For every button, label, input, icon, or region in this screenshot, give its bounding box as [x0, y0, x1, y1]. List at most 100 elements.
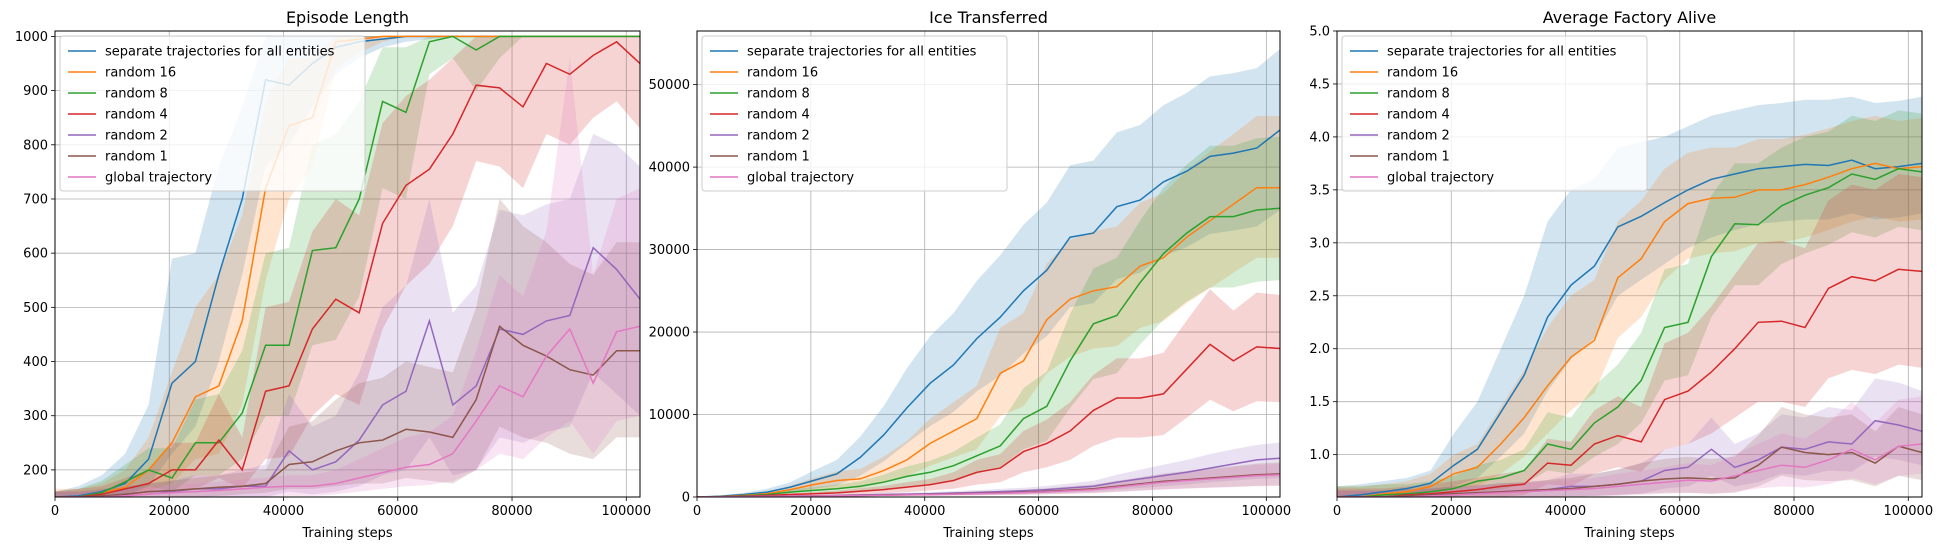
confidence-band-6 [1337, 396, 1922, 497]
legend-label-4: random 2 [1387, 129, 1450, 144]
series-line-3 [55, 40, 640, 497]
y-tick-label: 1000 [15, 30, 48, 45]
legend: separate trajectories for all entities ra… [701, 35, 1008, 192]
legend-label-2: random 8 [1387, 87, 1450, 102]
legend-label-1: random 16 [1387, 66, 1458, 81]
x-tick-label: 100000 [1883, 504, 1933, 519]
series-line-1 [1337, 162, 1922, 497]
x-tick-label: 40000 [1545, 504, 1586, 519]
confidence-band-5 [1337, 407, 1922, 497]
legend-label-6: global trajectory [1387, 171, 1494, 186]
confidence-band-1 [55, 36, 640, 497]
x-axis-label: Training steps [301, 526, 393, 541]
x-tick-label: 60000 [377, 504, 418, 519]
legend-label-0: separate trajectories for all entities [747, 45, 977, 60]
y-tick-label: 2.5 [1309, 289, 1330, 304]
legend-label-3: random 4 [105, 108, 168, 123]
confidence-band-6 [697, 463, 1280, 497]
legend-label-1: random 16 [105, 66, 176, 81]
series-line-6 [55, 325, 640, 497]
series-line-6 [697, 473, 1280, 497]
y-tick-label: 5.0 [1309, 25, 1330, 40]
y-tick-label: 500 [23, 301, 48, 316]
confidence-band-5 [55, 199, 640, 497]
confidence-band-2 [697, 136, 1280, 497]
legend: separate trajectories for all entities ra… [59, 35, 366, 192]
series-line-0 [697, 129, 1280, 497]
y-tick-label: 0 [682, 491, 690, 506]
y-tick-label: 40000 [649, 161, 690, 176]
y-tick-label: 2.0 [1309, 342, 1330, 357]
plot-area [55, 35, 640, 497]
legend-label-3: random 4 [1387, 108, 1450, 123]
series-line-3 [1337, 268, 1922, 497]
x-tick-label: 20000 [1431, 504, 1472, 519]
y-tick-label: 50000 [649, 78, 690, 93]
y-tick-label: 600 [23, 247, 48, 262]
legend-label-3: random 4 [747, 108, 810, 123]
x-axis-label: Training steps [1583, 526, 1675, 541]
y-tick-label: 3.5 [1309, 183, 1330, 198]
x-tick-label: 100000 [601, 504, 651, 519]
y-tick-label: 1.5 [1309, 395, 1330, 410]
y-tick-label: 200 [23, 463, 48, 478]
confidence-band-4 [1337, 378, 1922, 497]
x-tick-label: 80000 [491, 504, 532, 519]
plot-area [697, 49, 1280, 497]
legend-label-6: global trajectory [747, 171, 854, 186]
series-line-3 [697, 343, 1280, 497]
x-tick-label: 80000 [1773, 504, 1814, 519]
x-tick-label: 40000 [904, 504, 945, 519]
confidence-band-0 [55, 36, 640, 497]
y-tick-label: 300 [23, 409, 48, 424]
chart-panel-1: 0 20000 40000 60000 80000 100000 0 10000 20000 30… [649, 8, 1292, 541]
confidence-band-0 [1337, 96, 1922, 497]
legend-label-0: separate trajectories for all entities [1387, 45, 1617, 60]
legend: separate trajectories for all entities ra… [1341, 35, 1648, 192]
y-tick-label: 4.5 [1309, 77, 1330, 92]
y-tick-label: 700 [23, 192, 48, 207]
confidence-band-6 [55, 58, 640, 497]
x-tick-label: 0 [51, 504, 59, 519]
confidence-band-4 [697, 442, 1280, 497]
y-tick-label: 400 [23, 355, 48, 370]
legend-label-4: random 2 [105, 129, 168, 144]
y-tick-label: 10000 [649, 408, 690, 423]
legend-label-5: random 1 [105, 150, 168, 165]
y-tick-label: 900 [23, 84, 48, 99]
legend-label-1: random 16 [747, 66, 818, 81]
chart-title: Episode Length [286, 8, 409, 27]
series-line-0 [1337, 159, 1922, 497]
series-line-2 [697, 207, 1280, 497]
chart-panel-0: 0 20000 40000 60000 80000 100000 200 300 400 500 6… [15, 8, 651, 541]
legend-label-5: random 1 [747, 150, 810, 165]
chart-title: Ice Transferred [929, 8, 1048, 27]
legend-label-6: global trajectory [105, 171, 212, 186]
x-tick-label: 100000 [1242, 504, 1292, 519]
legend-label-2: random 8 [747, 87, 810, 102]
y-tick-label: 800 [23, 138, 48, 153]
confidence-band-2 [1337, 110, 1922, 497]
x-tick-label: 20000 [149, 504, 190, 519]
axes-frame [696, 30, 1281, 498]
confidence-band-1 [697, 116, 1280, 497]
series-line-2 [55, 35, 640, 497]
y-tick-label: 1.0 [1309, 448, 1330, 463]
legend-box [59, 35, 366, 192]
chart-panel-2: 0 20000 40000 60000 80000 100000 1.0 1.5 2.0 2.5 3… [1309, 8, 1933, 541]
series-line-1 [697, 186, 1280, 497]
x-tick-label: 40000 [263, 504, 304, 519]
legend-label-2: random 8 [105, 87, 168, 102]
axes-frame [54, 30, 641, 498]
confidence-band-3 [55, 36, 640, 497]
confidence-band-2 [55, 36, 640, 497]
confidence-band-3 [1337, 174, 1922, 497]
series-line-6 [1337, 443, 1922, 497]
chart-title: Average Factory Alive [1543, 8, 1716, 27]
legend-label-4: random 2 [747, 129, 810, 144]
x-tick-label: 0 [1333, 504, 1341, 519]
legend-label-5: random 1 [1387, 150, 1450, 165]
legend-box [1341, 35, 1648, 192]
plot-area [1337, 96, 1922, 497]
